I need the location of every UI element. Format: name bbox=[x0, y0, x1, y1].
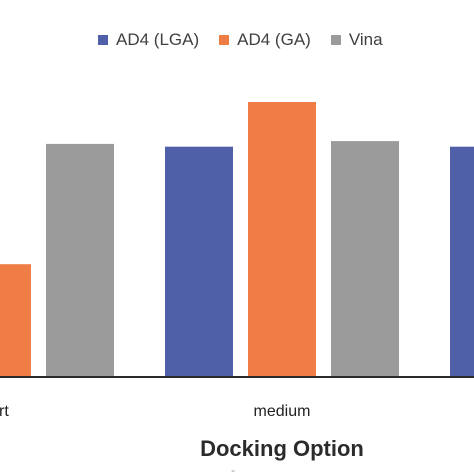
legend-item-ad4-ga: AD4 (GA) bbox=[219, 30, 311, 50]
legend-item-vina: Vina bbox=[330, 30, 383, 50]
x-tick-label-medium: medium bbox=[254, 403, 311, 420]
x-tick-labels: rt medium bbox=[0, 403, 310, 420]
x-tick-label-short: rt bbox=[0, 403, 9, 420]
bar-ad4-lga-long bbox=[450, 146, 474, 376]
bar-ad4-ga-short bbox=[0, 264, 31, 376]
legend: AD4 (LGA) AD4 (GA) Vina bbox=[98, 30, 383, 50]
x-axis-title: Docking Option bbox=[200, 436, 364, 461]
legend-label-ad4-ga: AD4 (GA) bbox=[237, 30, 311, 49]
bar-vina-medium bbox=[331, 141, 399, 376]
x-axis-title-partial-glyph: - bbox=[231, 463, 235, 474]
bar-ad4-ga-medium bbox=[248, 102, 316, 376]
bar-ad4-lga-medium bbox=[165, 146, 233, 376]
legend-swatch-ad4-lga bbox=[98, 35, 108, 45]
bar-vina-short bbox=[46, 143, 114, 376]
legend-label-ad4-lga: AD4 (LGA) bbox=[116, 30, 200, 49]
legend-label-vina: Vina bbox=[348, 30, 383, 49]
legend-item-ad4-lga: AD4 (LGA) bbox=[98, 30, 199, 50]
bars-group bbox=[0, 102, 474, 376]
legend-swatch-vina bbox=[330, 35, 341, 45]
legend-swatch-ad4-ga bbox=[219, 35, 230, 45]
